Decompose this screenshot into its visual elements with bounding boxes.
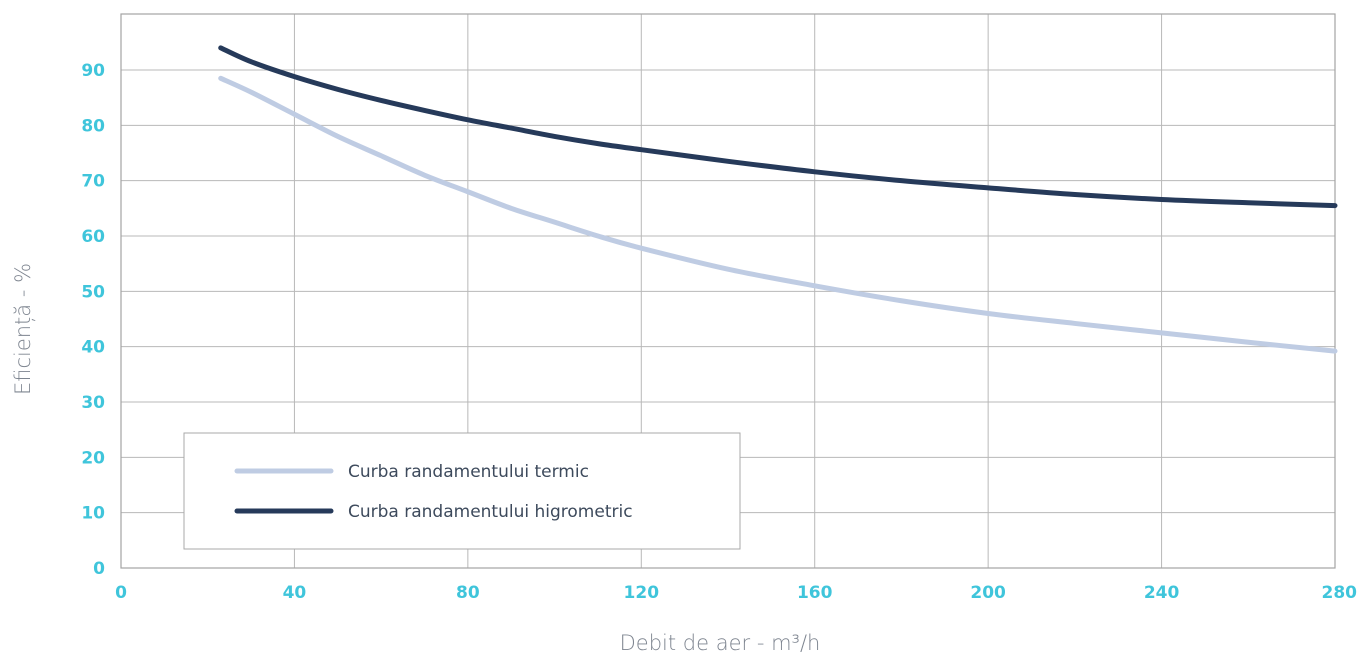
y-axis-title: Eficiență - % xyxy=(11,263,35,395)
series-line-1 xyxy=(218,75,1338,354)
y-tick-label: 80 xyxy=(81,116,105,136)
legend-label-1: Curba randamentului termic xyxy=(348,462,589,482)
y-tick-label: 50 xyxy=(81,282,105,302)
plot-frame xyxy=(120,13,1336,569)
x-tick-label: 40 xyxy=(283,583,307,603)
x-tick-label: 240 xyxy=(1144,583,1180,603)
x-tick-label: 280 xyxy=(1322,583,1358,603)
y-tick-label: 30 xyxy=(81,393,105,413)
x-tick-labels: 0 40 80 120 160 200 240 280 xyxy=(115,583,1357,603)
x-axis-title: Debit de aer - m³/h xyxy=(620,631,821,655)
x-tick-label: 160 xyxy=(797,583,833,603)
x-tick-label: 120 xyxy=(624,583,660,603)
y-tick-labels: 0 10 20 30 40 50 60 70 80 90 xyxy=(81,61,105,579)
y-tick-label: 10 xyxy=(81,504,105,524)
y-tick-label: 20 xyxy=(81,448,105,468)
y-tick-label: 90 xyxy=(81,61,105,81)
y-tick-label: 40 xyxy=(81,338,105,358)
legend: Curba randamentului termic Curba randamen… xyxy=(183,432,741,550)
x-tick-label: 200 xyxy=(970,583,1006,603)
y-tick-label: 70 xyxy=(81,172,105,192)
x-tick-label: 80 xyxy=(456,583,480,603)
series-lines xyxy=(218,45,1338,354)
y-tick-label: 0 xyxy=(93,559,105,579)
x-tick-label: 0 xyxy=(115,583,127,603)
grid xyxy=(120,13,1336,569)
series-line-2 xyxy=(218,45,1338,209)
y-tick-label: 60 xyxy=(81,227,105,247)
legend-box xyxy=(183,432,741,550)
legend-label-2: Curba randamentului higrometric xyxy=(348,502,633,522)
